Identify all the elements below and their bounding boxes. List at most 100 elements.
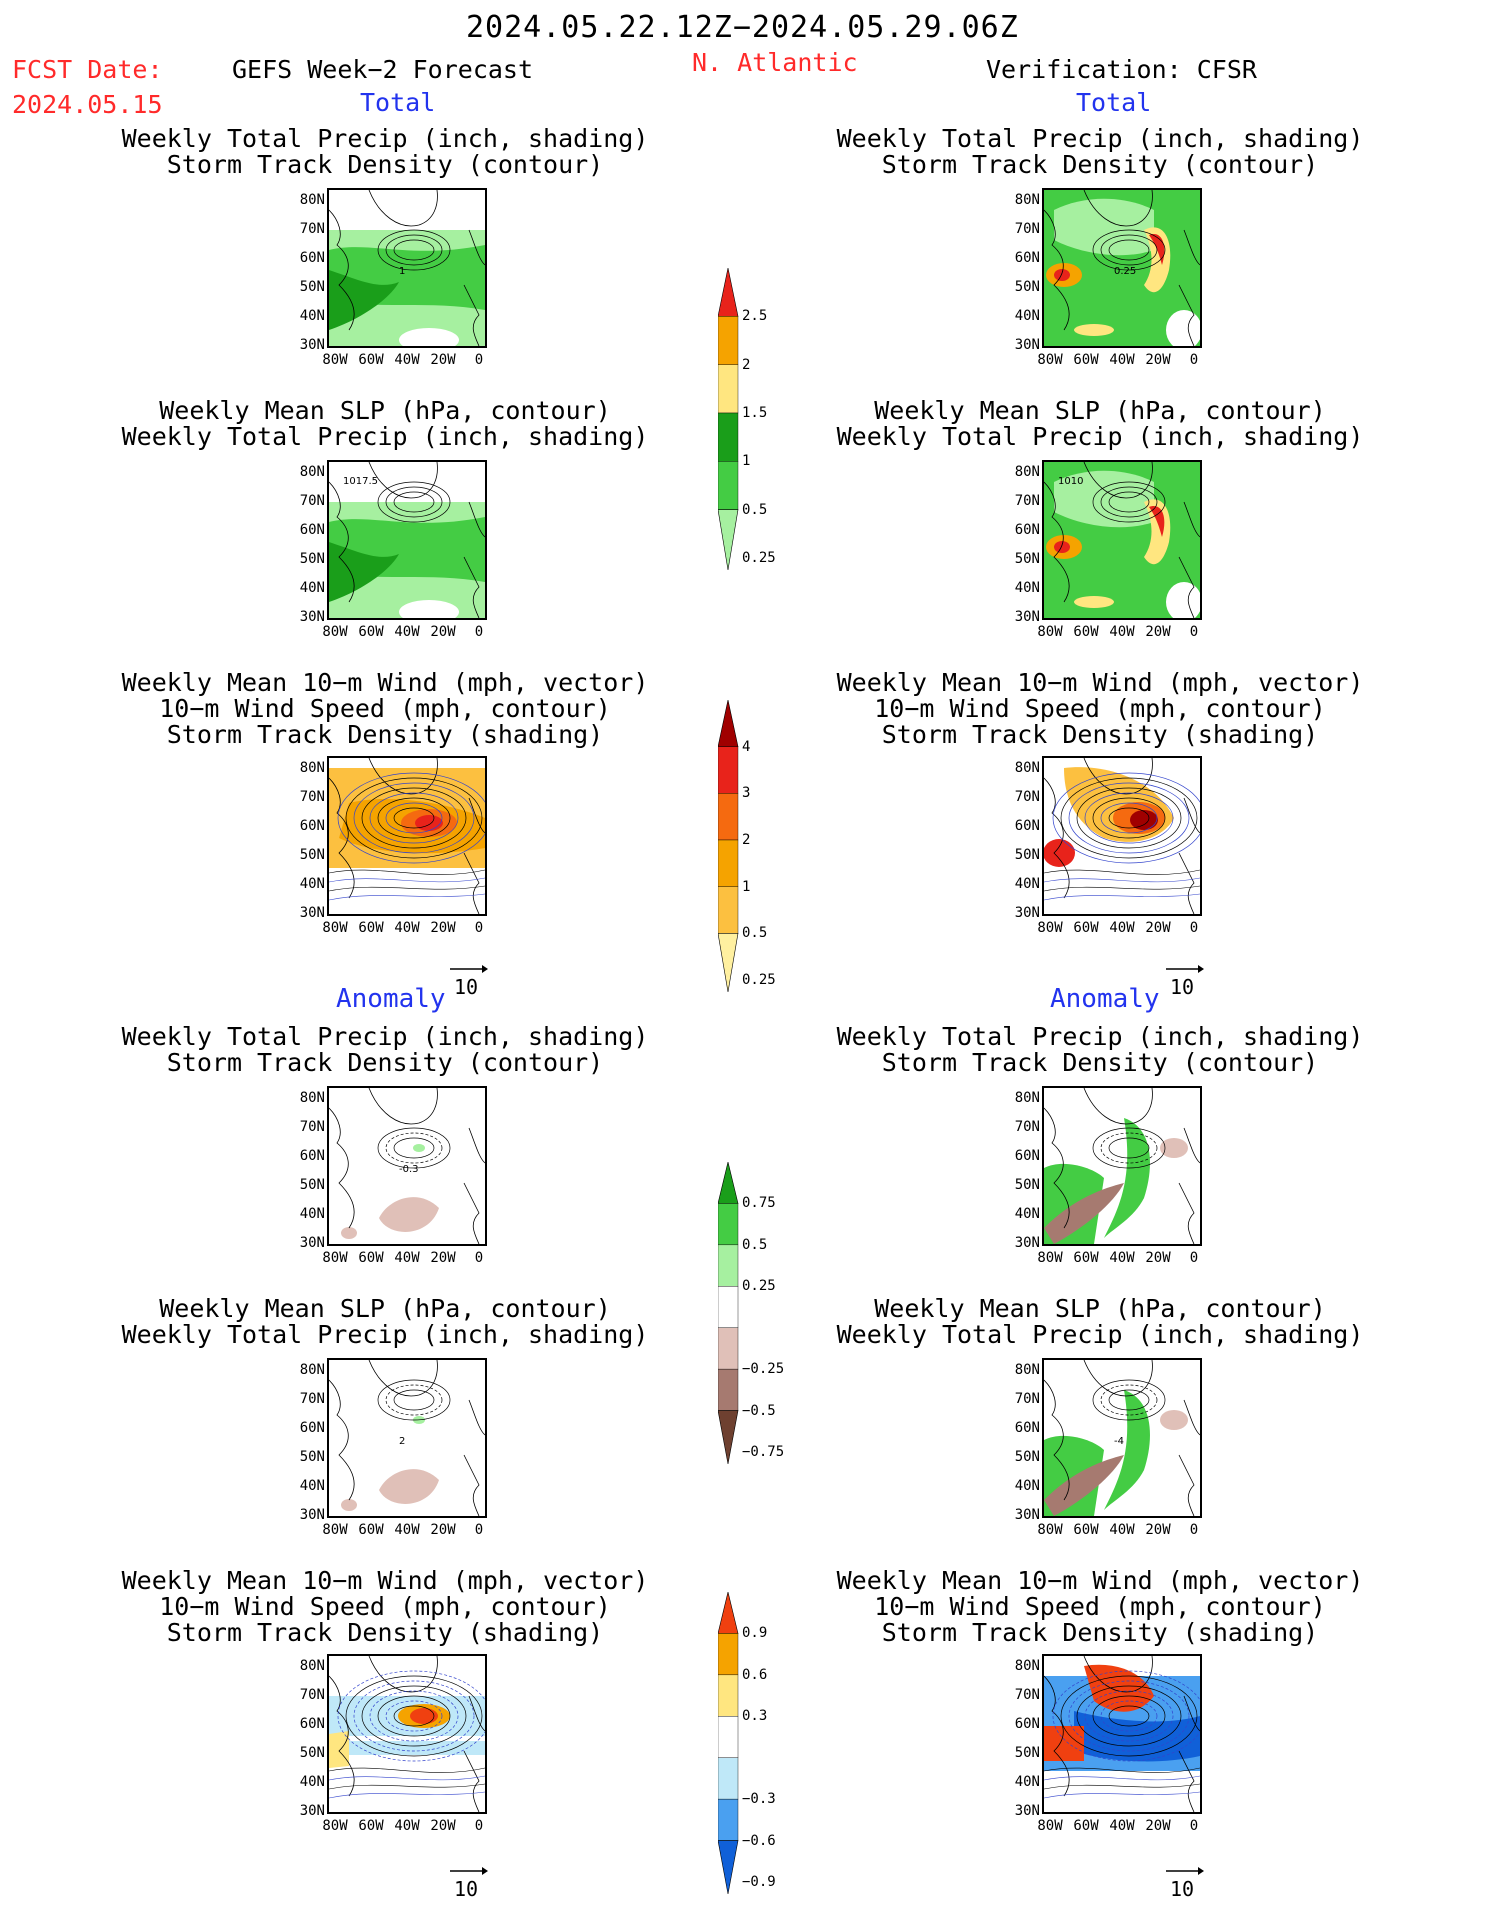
x-tick-label: 60W [1073,1818,1099,1834]
y-tick-label: 80N [299,1362,325,1378]
y-tick-label: 60N [1014,1716,1040,1732]
y-tick-label: 50N [299,1745,325,1761]
y-tick-label: 50N [1014,1745,1040,1761]
colorbar-track-anom [717,1591,748,1926]
y-tick-label: 40N [1014,876,1040,892]
map-vf-total-wind [1042,756,1202,916]
colorbar-precip-total [717,267,748,602]
map-fc-anom-precip: -0.3 [327,1086,487,1246]
y-tick-label: 30N [1014,337,1040,353]
caption-vf-total-precip: Weekly Total Precip (inch, shading) Storm… [836,124,1364,179]
colorbar-label: 0.25 [742,550,776,566]
x-tick-label: 40W [1109,352,1135,368]
caption-fc-anom-slp: Weekly Mean SLP (hPa, contour) Weekly Tot… [121,1294,649,1349]
forecast-period: 2024.05.22.12Z−2024.05.29.06Z [466,10,1019,45]
y-tick-label: 40N [299,876,325,892]
caption-vf-total-slp: Weekly Mean SLP (hPa, contour) Weekly Tot… [836,396,1364,451]
y-tick-label: 80N [1014,760,1040,776]
x-tick-label: 0 [1189,624,1199,640]
x-tick-label: 60W [1073,1250,1099,1266]
colorbar-label: 0.3 [742,1708,768,1725]
y-tick-label: 80N [1014,464,1040,480]
caption-vf-anom-precip: Weekly Total Precip (inch, shading) Storm… [836,1022,1364,1077]
x-tick-label: 80W [1037,1250,1063,1266]
y-tick-label: 50N [1014,1449,1040,1465]
caption-vf-anom-slp: Weekly Mean SLP (hPa, contour) Weekly Tot… [836,1294,1364,1349]
y-tick-label: 60N [299,1420,325,1436]
y-tick-label: 40N [299,1206,325,1222]
forecast-title: GEFS Week−2 Forecast [232,55,534,84]
y-tick-label: 70N [1014,1687,1040,1703]
x-tick-label: 60W [1073,1522,1099,1538]
y-tick-label: 40N [299,1774,325,1790]
colorbar-label: 1 [742,878,751,895]
x-tick-label: 60W [358,1250,384,1266]
y-tick-label: 80N [299,1090,325,1106]
y-tick-label: 80N [299,464,325,480]
section-anomaly-left: Anomaly [336,984,446,1014]
y-tick-label: 60N [299,1716,325,1732]
colorbar-label: 2 [742,832,751,848]
x-tick-label: 40W [394,1250,420,1266]
caption-fc-total-precip: Weekly Total Precip (inch, shading) Storm… [121,124,649,179]
x-tick-label: 20W [430,1522,456,1538]
x-tick-label: 0 [1189,1522,1199,1538]
x-tick-label: 80W [322,624,348,640]
x-tick-label: 80W [322,352,348,368]
x-tick-label: 60W [358,1522,384,1538]
x-tick-label: 0 [474,1818,484,1834]
y-tick-label: 80N [299,192,325,208]
contour-label: 1 [399,266,405,277]
colorbar-label: 1 [742,453,751,470]
x-tick-label: 20W [1145,624,1171,640]
map-vf-total-precip: 0.25 [1042,188,1202,348]
x-tick-label: 40W [394,1818,420,1834]
y-tick-label: 60N [299,250,325,266]
x-tick-label: 80W [1037,1522,1063,1538]
y-tick-label: 70N [1014,789,1040,805]
colorbar-label: −0.25 [742,1361,785,1378]
y-tick-label: 60N [299,818,325,834]
y-tick-label: 50N [1014,1177,1040,1193]
x-tick-label: 40W [394,920,420,936]
x-tick-label: 80W [322,920,348,936]
y-tick-label: 80N [1014,1658,1040,1674]
y-tick-label: 50N [299,1449,325,1465]
colorbar-label: 0.5 [742,925,768,942]
colorbar-label: −0.75 [742,1444,785,1460]
x-tick-label: 20W [1145,920,1171,936]
x-tick-label: 80W [322,1250,348,1266]
x-tick-label: 60W [358,624,384,640]
colorbar-label: 0.5 [742,1236,768,1253]
x-tick-label: 0 [474,1250,484,1266]
y-tick-label: 30N [1014,1507,1040,1523]
x-tick-label: 0 [1189,920,1199,936]
y-tick-label: 70N [1014,1119,1040,1135]
y-tick-label: 60N [1014,818,1040,834]
y-tick-label: 80N [1014,192,1040,208]
y-tick-label: 70N [299,221,325,237]
y-tick-label: 30N [299,609,325,625]
y-tick-label: 30N [1014,1803,1040,1819]
x-tick-label: 0 [474,920,484,936]
x-tick-label: 60W [358,920,384,936]
contour-label: 1010 [1058,476,1083,487]
y-tick-label: 60N [1014,1148,1040,1164]
y-tick-label: 80N [299,760,325,776]
caption-fc-total-slp: Weekly Mean SLP (hPa, contour) Weekly Tot… [121,396,649,451]
section-anomaly-right: Anomaly [1050,984,1160,1014]
map-fc-total-precip: 1 [327,188,487,348]
y-tick-label: 40N [299,1478,325,1494]
x-tick-label: 20W [1145,352,1171,368]
y-tick-label: 50N [1014,847,1040,863]
x-tick-label: 40W [1109,1818,1135,1834]
colorbar-precip-anom [717,1161,748,1496]
x-tick-label: 60W [1073,624,1099,640]
contour-label: 0.25 [1114,266,1136,277]
x-tick-label: 80W [322,1818,348,1834]
y-tick-label: 70N [1014,221,1040,237]
map-vf-anom-wind [1042,1654,1202,1814]
section-total-left: Total [360,88,436,117]
y-tick-label: 30N [1014,609,1040,625]
colorbar-label: 2.5 [742,308,768,325]
